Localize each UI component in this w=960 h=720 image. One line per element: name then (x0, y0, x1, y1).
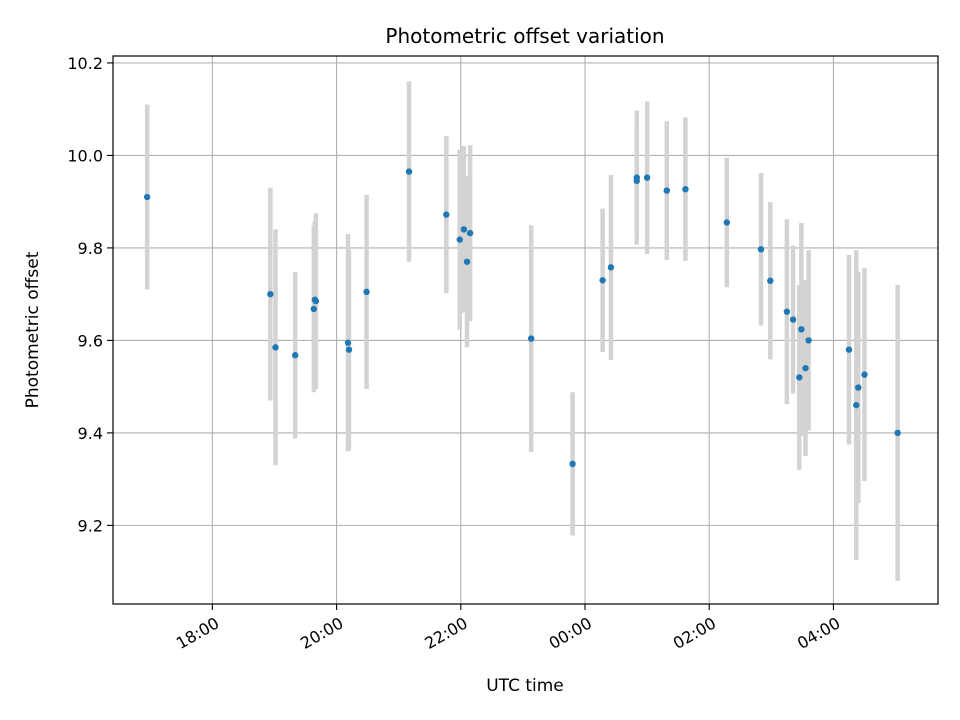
data-point (796, 374, 803, 381)
data-point (466, 229, 474, 237)
plot-frame (112, 55, 939, 605)
data-point (802, 364, 809, 372)
data-point (344, 339, 352, 346)
data-point (783, 308, 791, 315)
grid (113, 56, 938, 604)
data-point (363, 288, 370, 296)
data-point (405, 168, 413, 175)
y-axis: 9.2 9.4 9.6 9.8 10.0 10.2 (67, 54, 113, 535)
data-point (853, 401, 860, 409)
data-point (345, 346, 353, 353)
data-point (767, 277, 774, 284)
y-tick-label: 9.4 (78, 424, 103, 443)
data-point (845, 346, 853, 353)
data-point (460, 226, 468, 233)
data-point (569, 460, 576, 468)
data-points (143, 168, 901, 468)
data-point (463, 258, 471, 265)
chart-title: Photometric offset variation (385, 24, 664, 48)
y-axis-label: Photometric offset (23, 251, 43, 408)
data-point (291, 352, 299, 359)
data-point (643, 174, 651, 181)
data-point (757, 246, 765, 253)
y-tick-label: 10.0 (67, 146, 103, 165)
data-point (527, 335, 535, 342)
data-point (894, 429, 901, 437)
y-tick-label: 10.2 (67, 54, 103, 73)
y-tick-label: 9.2 (78, 516, 103, 535)
data-point (855, 384, 862, 391)
data-point (599, 277, 606, 284)
data-point (310, 305, 318, 313)
data-point (798, 326, 805, 333)
data-point (267, 290, 274, 298)
data-point (789, 316, 797, 323)
data-point (663, 187, 670, 194)
y-tick-label: 9.6 (78, 331, 103, 350)
data-point (805, 337, 812, 344)
y-tick-label: 9.8 (78, 239, 103, 258)
x-axis-label: UTC time (486, 676, 564, 696)
data-point (143, 193, 151, 201)
data-point (633, 177, 640, 185)
data-point (682, 185, 689, 193)
data-point (607, 264, 615, 271)
data-point (723, 219, 731, 226)
data-point (861, 371, 868, 378)
data-point (312, 297, 320, 305)
data-point (456, 236, 463, 243)
data-point (443, 211, 450, 218)
data-point (272, 344, 279, 351)
